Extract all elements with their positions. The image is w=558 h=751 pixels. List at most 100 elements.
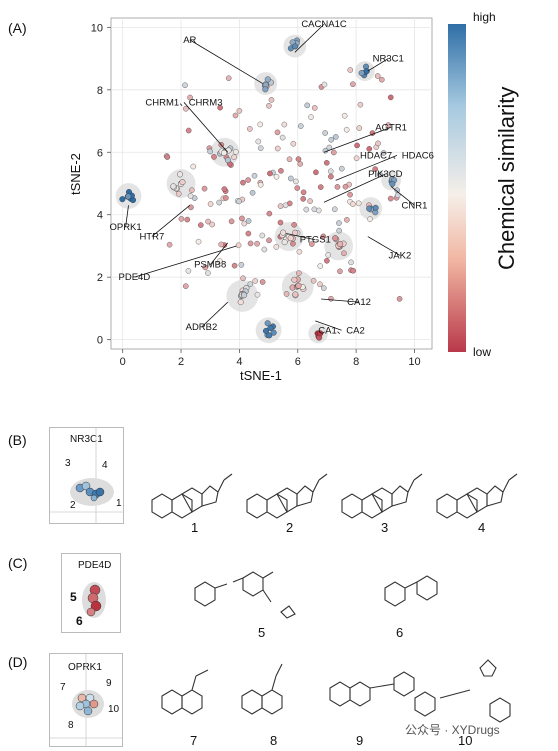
data-point [328,295,334,302]
data-point [228,218,235,225]
data-point [207,148,213,155]
data-point [261,246,268,253]
data-point [241,292,248,299]
molecule-number: 7 [190,733,198,748]
data-point [374,73,381,79]
inset-target-label: PDE4D [78,560,112,571]
data-point [205,218,211,225]
data-point [175,191,182,197]
data-point [183,105,189,112]
data-point [375,140,381,147]
data-point [245,177,251,183]
molecule-number: 2 [286,520,294,535]
data-point [294,185,301,191]
data-point [232,112,239,119]
data-point [343,126,350,133]
data-point [350,267,356,274]
data-point [278,168,284,174]
data-point [236,108,243,114]
target-label: OPRK1 [109,222,141,233]
x-tick-label: 10 [408,356,420,368]
inset-point-label: 2 [70,500,76,511]
data-point [166,241,173,248]
target-label: HTR7 [139,232,164,243]
data-point [331,149,337,156]
inset-pde4d-points [82,582,106,618]
data-point [240,275,246,282]
data-point [324,257,330,264]
data-point [264,76,271,83]
data-point [344,217,350,223]
data-point [245,230,252,237]
data-point [247,240,254,247]
data-point [245,218,252,224]
data-point [317,263,324,269]
data-point [267,325,274,332]
data-point [218,241,224,248]
data-point [178,216,185,222]
data-point [238,262,245,268]
data-point [341,250,347,257]
data-point [211,154,217,160]
annotation-leader-line [201,301,229,328]
data-point [274,145,281,152]
data-point [323,160,330,166]
inset-point-label: 3 [65,458,71,469]
x-tick-label: 6 [295,356,301,368]
data-point [310,277,317,284]
x-tick-label: 8 [353,356,359,368]
data-point [247,281,254,287]
inset-point-label: 8 [68,720,74,731]
data-point [254,291,261,298]
data-point [201,185,208,192]
data-point [189,187,195,193]
data-point [317,281,323,288]
data-point [311,206,318,213]
data-point [379,76,385,83]
data-point [236,198,242,205]
data-point [282,202,289,209]
target-label: CHRM1、CHRM3 [145,97,222,108]
data-point [266,210,273,217]
data-point [304,102,310,109]
data-point [348,259,354,266]
data-point [231,262,238,269]
data-point [198,222,204,228]
data-point [337,268,343,275]
annotation-leader-line [209,242,229,265]
data-point [296,270,302,276]
data-point [298,123,304,129]
colorbar-title: Chemical similarity [494,86,519,270]
data-point [279,134,286,141]
y-tick-label: 8 [97,85,103,97]
molecule-number: 5 [258,625,266,640]
data-point [223,195,229,201]
data-point [322,130,328,136]
data-point [185,127,192,134]
annotation-leader-line [286,233,316,241]
data-point [290,240,296,247]
data-point [387,94,394,101]
target-label: CACNA1C [301,19,347,30]
colorbar [448,24,466,352]
molecule-number: 10 [458,733,473,748]
x-tick-label: 0 [120,356,126,368]
panel-d-label: (D) [8,654,28,670]
data-point [290,140,297,147]
data-point [237,299,244,306]
data-point [262,327,269,334]
data-point [339,165,345,172]
data-point [336,220,342,226]
data-point [274,129,281,136]
data-point [283,291,290,297]
data-point [287,235,294,242]
annotation-leader-line [367,58,389,72]
data-point [164,154,171,160]
data-point [311,105,318,111]
data-point [217,104,223,111]
data-point [387,195,394,202]
data-point [394,187,400,194]
data-point [295,156,302,162]
annotation-leader-line [321,298,360,303]
data-point [380,150,387,156]
